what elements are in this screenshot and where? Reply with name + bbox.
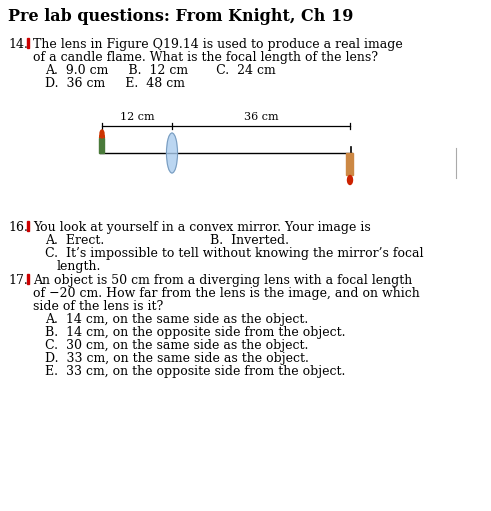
Text: E.  33 cm, on the opposite side from the object.: E. 33 cm, on the opposite side from the … <box>45 365 345 378</box>
Text: A.  Erect.: A. Erect. <box>45 234 104 247</box>
Text: B.  14 cm, on the opposite side from the object.: B. 14 cm, on the opposite side from the … <box>45 326 346 339</box>
Text: D.  33 cm, on the same side as the object.: D. 33 cm, on the same side as the object… <box>45 352 309 365</box>
Text: C.  30 cm, on the same side as the object.: C. 30 cm, on the same side as the object… <box>45 339 308 352</box>
Text: The lens in Figure Q19.14 is used to produce a real image: The lens in Figure Q19.14 is used to pro… <box>33 38 403 51</box>
Text: You look at yourself in a convex mirror. Your image is: You look at yourself in a convex mirror.… <box>33 221 371 234</box>
Ellipse shape <box>348 175 353 184</box>
Bar <box>347 153 354 175</box>
Text: 16.: 16. <box>8 221 28 234</box>
Text: Pre lab questions: From Knight, Ch 19: Pre lab questions: From Knight, Ch 19 <box>8 8 354 25</box>
Text: length.: length. <box>57 260 101 273</box>
Bar <box>100 138 105 153</box>
Text: A.  9.0 cm     B.  12 cm       C.  24 cm: A. 9.0 cm B. 12 cm C. 24 cm <box>45 64 276 77</box>
Text: 14.: 14. <box>8 38 28 51</box>
Text: D.  36 cm     E.  48 cm: D. 36 cm E. 48 cm <box>45 77 185 90</box>
Text: of a candle flame. What is the focal length of the lens?: of a candle flame. What is the focal len… <box>33 51 378 64</box>
Text: 17.: 17. <box>8 274 28 287</box>
Ellipse shape <box>166 133 178 173</box>
Text: 12 cm: 12 cm <box>120 112 154 122</box>
Text: A.  14 cm, on the same side as the object.: A. 14 cm, on the same side as the object… <box>45 313 308 326</box>
Text: of −20 cm. How far from the lens is the image, and on which: of −20 cm. How far from the lens is the … <box>33 287 420 300</box>
Text: C.  It’s impossible to tell without knowing the mirror’s focal: C. It’s impossible to tell without knowi… <box>45 247 424 260</box>
Bar <box>27 221 29 231</box>
Text: B.  Inverted.: B. Inverted. <box>210 234 289 247</box>
Text: 36 cm: 36 cm <box>244 112 278 122</box>
Ellipse shape <box>100 130 104 138</box>
Polygon shape <box>100 130 105 138</box>
Bar <box>27 274 29 284</box>
Text: An object is 50 cm from a diverging lens with a focal length: An object is 50 cm from a diverging lens… <box>33 274 412 287</box>
Text: side of the lens is it?: side of the lens is it? <box>33 300 163 313</box>
Bar <box>27 38 29 48</box>
